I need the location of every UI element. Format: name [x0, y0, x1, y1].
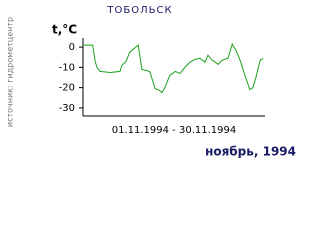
y-tick-label: -20	[59, 83, 75, 94]
subtitle: ноябрь, 1994	[205, 145, 296, 159]
y-axis-label: t,°C	[52, 23, 77, 37]
chart-title: ТОБОЛЬСК	[106, 5, 172, 16]
y-tick-label: -10	[59, 62, 75, 73]
y-tick-label: 0	[69, 42, 75, 53]
x-axis-label: 01.11.1994 - 30.11.1994	[112, 125, 236, 136]
chart: ТОБОЛЬСК t,°C источник: гидрометцентр 01…	[6, 5, 297, 159]
y-tick-label: -30	[59, 103, 75, 114]
temperature-line	[83, 42, 264, 94]
source: источник: гидрометцентр	[6, 17, 15, 127]
